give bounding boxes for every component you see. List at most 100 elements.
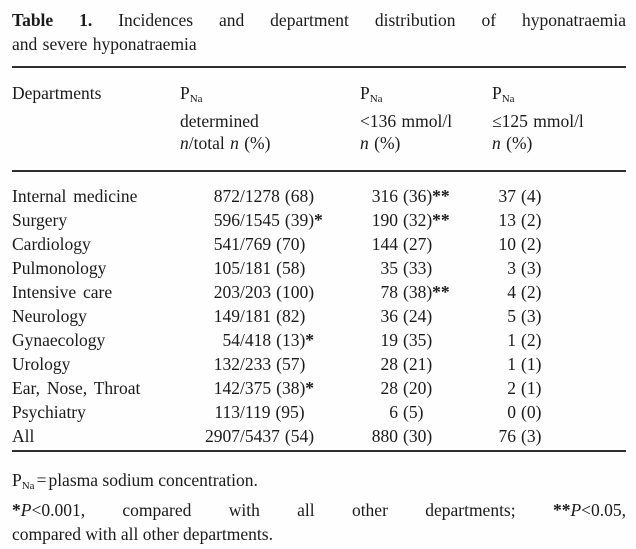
percent-value: (1) (521, 354, 542, 374)
cell-department: Internal medicine (12, 186, 138, 206)
table-row: Cardiology 541/769 (70) 144 (27) 10 (2) (12, 232, 626, 256)
cell-hyponatraemia: 36 (24) (360, 304, 492, 328)
cell-department: Ear, Nose, Throat (12, 378, 141, 398)
table-row: Urology 132/233 (57) 28 (21) 1 (1) (12, 352, 626, 376)
count: 19 (380, 330, 399, 350)
denominator: 1545 (244, 210, 280, 230)
header-pna-below136: PNa <136 mmol/l n (%) (360, 82, 492, 154)
table-row: All 2907/5437 (54) 880 (30) 76 (3) (12, 424, 626, 448)
cell-pna-determined: 149/181 (82) (180, 304, 360, 328)
percent-value: (2) (521, 330, 542, 350)
denominator: 181 (244, 258, 272, 278)
table-row: Pulmonology 105/181 (58) 35 (33) 3 (3) (12, 256, 626, 280)
cell-severe-hyponatraemia: 1 (2) (492, 328, 626, 352)
percent-value: (33) (403, 258, 433, 278)
cell-department: Cardiology (12, 234, 91, 254)
percent-value: (27) (403, 234, 433, 254)
cell-severe-hyponatraemia: 5 (3) (492, 304, 626, 328)
denominator: 375 (244, 378, 272, 398)
cell-severe-hyponatraemia: 3 (3) (492, 256, 626, 280)
percent-value: (35) (403, 330, 433, 350)
cell-department: Urology (12, 354, 71, 374)
numerator: 113 (214, 402, 240, 422)
header-threshold136-label: <136 mmol/l (360, 111, 453, 131)
table-caption-line1: Table 1. Incidences and department distr… (12, 8, 626, 32)
numerator: 203 (213, 282, 240, 302)
count: 37 (498, 186, 517, 206)
header-departments-label: Departments (12, 83, 102, 103)
significance-marker: * (305, 330, 315, 350)
cell-pna-determined: 203/203 (100) (180, 280, 360, 304)
percent-value: (13) (276, 330, 306, 350)
cell-pna-determined: 54/418 (13)* (180, 328, 360, 352)
percent-value: (38) (276, 378, 306, 398)
table-row: Surgery 596/1545 (39)* 190 (32)** 13 (2) (12, 208, 626, 232)
percent-value: (1) (521, 378, 542, 398)
slash-total: /total (188, 133, 225, 153)
table-header: Departments PNa determined n/total n (%)… (12, 82, 626, 154)
cell-severe-hyponatraemia: 0 (0) (492, 400, 626, 424)
pna-symbol: PNa (180, 83, 203, 105)
pna-subscript: Na (501, 93, 515, 105)
slash: / (240, 234, 245, 254)
percent-value: (36) (403, 186, 433, 206)
numerator: 105 (213, 258, 240, 278)
count: 0 (507, 402, 516, 422)
cell-severe-hyponatraemia: 76 (3) (492, 424, 626, 448)
pna-subscript: Na (369, 93, 383, 105)
percent-value: (0) (521, 402, 542, 422)
percent-value: (95) (275, 402, 305, 422)
cell-department: All (12, 426, 35, 446)
n-italic: n (492, 133, 501, 153)
table-rule-bottom (12, 450, 626, 452)
cell-hyponatraemia: 19 (35) (360, 328, 492, 352)
count: 78 (380, 282, 399, 302)
table-row: Gynaecology 54/418 (13)* 19 (35) 1 (2) (12, 328, 626, 352)
table-body: Internal medicine 872/1278 (68) 316 (36)**… (12, 184, 626, 448)
cell-hyponatraemia: 144 (27) (360, 232, 492, 256)
footnote-definition: PNa = plasma sodium concentration. (12, 468, 626, 498)
slash: / (240, 426, 245, 446)
pna-symbol: PNa (360, 83, 383, 105)
double-asterisk: ** (552, 500, 571, 520)
slash: / (240, 330, 245, 350)
percent-value: (38) (403, 282, 433, 302)
count: 13 (498, 210, 517, 230)
table-number: Table 1. (12, 10, 93, 30)
significance-marker: * (314, 210, 323, 230)
denominator: 181 (244, 306, 272, 326)
count: 2 (507, 378, 516, 398)
single-asterisk: * (12, 500, 21, 520)
percent-value: (39) (284, 210, 315, 230)
table-caption: Table 1. Incidences and department distr… (12, 8, 626, 56)
table-row: Intensive care 203/203 (100) 78 (38)** 4 (2… (12, 280, 626, 304)
percent-value: (4) (521, 186, 542, 206)
percent-value: (82) (276, 306, 306, 326)
percent-value: (2) (521, 234, 542, 254)
denominator: 1278 (244, 186, 280, 206)
significance-marker: * (305, 378, 315, 398)
pna-symbol: PNa (492, 83, 515, 105)
header-n-pct-label: n (%) (492, 132, 626, 154)
table-footnotes: PNa = plasma sodium concentration. *P<0.00… (12, 468, 626, 546)
table-rule-top (12, 66, 626, 68)
denominator: 233 (244, 354, 272, 374)
cell-hyponatraemia: 28 (21) (360, 352, 492, 376)
slash: / (240, 378, 245, 398)
count: 880 (371, 426, 398, 446)
cell-pna-determined: 142/375 (38)* (180, 376, 360, 400)
cell-hyponatraemia: 78 (38)** (360, 280, 492, 304)
slash: / (240, 210, 245, 230)
cell-pna-determined: 113/119 (95) (180, 400, 360, 424)
slash: / (240, 258, 245, 278)
numerator: 149 (213, 306, 240, 326)
percent-sign: (%) (374, 133, 401, 153)
significance-marker: ** (432, 186, 450, 206)
cell-hyponatraemia: 316 (36)** (360, 184, 492, 208)
significance-marker: ** (432, 282, 450, 302)
numerator: 541 (213, 234, 240, 254)
p-threshold: <0.001, (31, 500, 86, 520)
cell-pna-determined: 596/1545 (39)* (180, 208, 360, 232)
percent-value: (3) (521, 258, 542, 278)
percent-value: (24) (403, 306, 433, 326)
